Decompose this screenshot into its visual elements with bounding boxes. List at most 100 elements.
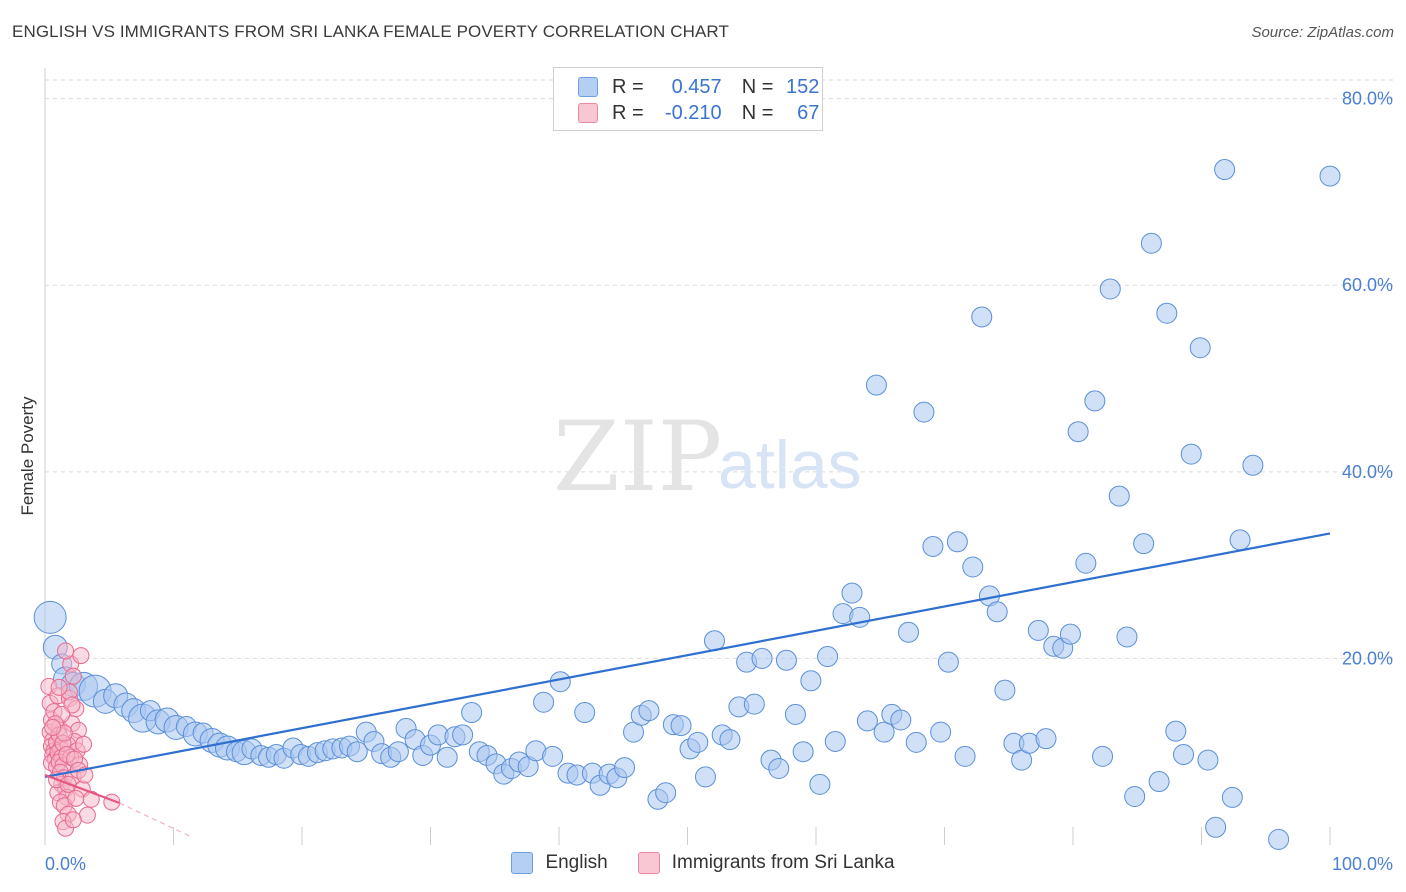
y-tick-label: 80.0% <box>1342 89 1393 109</box>
english-n-value: 152 <box>786 75 820 98</box>
english-point <box>946 531 968 553</box>
english-point <box>638 700 660 722</box>
srilanka-n-value: 67 <box>797 101 820 124</box>
english-point <box>962 556 984 578</box>
english-point <box>1084 390 1106 412</box>
english-point <box>1165 720 1187 742</box>
english-point <box>452 724 474 746</box>
srilanka-n-label: N = <box>741 101 774 124</box>
english-point <box>1229 529 1251 551</box>
english-point <box>694 766 716 788</box>
english-point <box>817 646 839 668</box>
y-tick-label: 40.0% <box>1342 462 1393 482</box>
english-point <box>655 782 677 804</box>
english-point <box>542 745 564 767</box>
english-point <box>1027 619 1049 641</box>
english-point <box>937 651 959 673</box>
english-point <box>687 731 709 753</box>
english-point <box>768 758 790 779</box>
english-point <box>994 679 1016 701</box>
english-point <box>1268 828 1290 850</box>
srilanka-points <box>40 642 121 837</box>
english-point <box>1116 626 1138 648</box>
english-point <box>1092 745 1114 767</box>
english-point <box>824 730 846 752</box>
english-point <box>743 693 765 715</box>
chart-title: ENGLISH VS IMMIGRANTS FROM SRI LANKA FEM… <box>12 22 729 41</box>
legend-item-english[interactable]: English <box>511 852 608 874</box>
english-point <box>1140 232 1162 254</box>
english-point <box>1221 786 1243 808</box>
srilanka-legend-label: Immigrants from Sri Lanka <box>671 852 895 873</box>
english-point <box>1059 623 1081 645</box>
english-point <box>775 649 797 671</box>
x-tick-label: 0.0% <box>45 854 86 874</box>
english-point <box>670 715 692 737</box>
english-point <box>784 703 806 725</box>
english-point <box>1148 771 1170 793</box>
srilanka-swatch-icon <box>578 103 598 123</box>
source-label: Source: ZipAtlas.com <box>1251 24 1394 41</box>
srilanka-r-value: -0.210 <box>664 101 722 124</box>
srilanka-point <box>50 678 68 696</box>
srilanka-point <box>64 667 82 685</box>
watermark: ZIP atlas <box>553 401 862 513</box>
english-point <box>873 721 895 743</box>
english-point <box>800 670 822 692</box>
english-point <box>436 746 458 768</box>
english-point <box>954 745 976 767</box>
english-point <box>809 773 831 795</box>
srilanka-point <box>72 647 90 665</box>
series-legend: English Immigrants from Sri Lanka <box>0 852 1406 874</box>
english-point <box>1156 302 1178 324</box>
english-r-value: 0.457 <box>671 75 722 98</box>
english-point <box>751 647 773 669</box>
srilanka-r-label: R = <box>612 101 644 124</box>
english-point <box>33 600 67 634</box>
english-swatch-icon <box>578 77 598 97</box>
trend-lines <box>44 532 1331 839</box>
english-point <box>856 710 878 732</box>
english-legend-icon <box>511 852 534 874</box>
stats-legend: R = 0.457 N = 152 R = -0.210 N = 67 <box>553 67 823 131</box>
english-point <box>1035 728 1057 750</box>
english-point <box>1099 278 1121 300</box>
english-legend-label: English <box>545 852 608 873</box>
english-point <box>614 757 636 779</box>
english-point <box>574 702 596 724</box>
english-point <box>1075 552 1097 574</box>
english-point <box>971 306 993 328</box>
english-point <box>1214 159 1236 181</box>
y-tick-label: 60.0% <box>1342 275 1393 295</box>
watermark-zip: ZIP <box>553 401 722 513</box>
english-trend-line <box>44 532 1331 778</box>
english-point <box>986 601 1008 623</box>
english-point <box>841 582 863 604</box>
srilanka-trend-extension <box>119 802 194 839</box>
srilanka-trend-line <box>44 774 120 805</box>
y-tick-label: 20.0% <box>1342 648 1393 668</box>
english-point <box>1205 816 1227 838</box>
legend-item-srilanka[interactable]: Immigrants from Sri Lanka <box>637 852 895 874</box>
srilanka-legend-icon <box>637 852 660 874</box>
srilanka-point <box>44 718 62 736</box>
english-point <box>1180 443 1202 465</box>
english-n-label: N = <box>741 75 774 98</box>
english-point <box>1189 337 1211 359</box>
english-point <box>1067 421 1089 443</box>
legend-row-english: R = 0.457 N = 152 <box>578 74 819 100</box>
english-point <box>533 691 555 713</box>
tick-labels: 20.0% 40.0% 60.0% 80.0% 0.0% 100.0% <box>45 89 1393 874</box>
english-point <box>1197 749 1219 771</box>
english-point <box>1108 485 1130 507</box>
srilanka-point <box>57 642 75 660</box>
english-point <box>905 731 927 753</box>
grid-lines <box>45 79 1395 659</box>
legend-row-srilanka: R = -0.210 N = 67 <box>578 100 819 126</box>
english-point <box>461 702 483 724</box>
english-point <box>1242 454 1264 476</box>
english-r-label: R = <box>612 75 644 98</box>
english-point <box>387 741 409 763</box>
english-point <box>1124 785 1146 807</box>
